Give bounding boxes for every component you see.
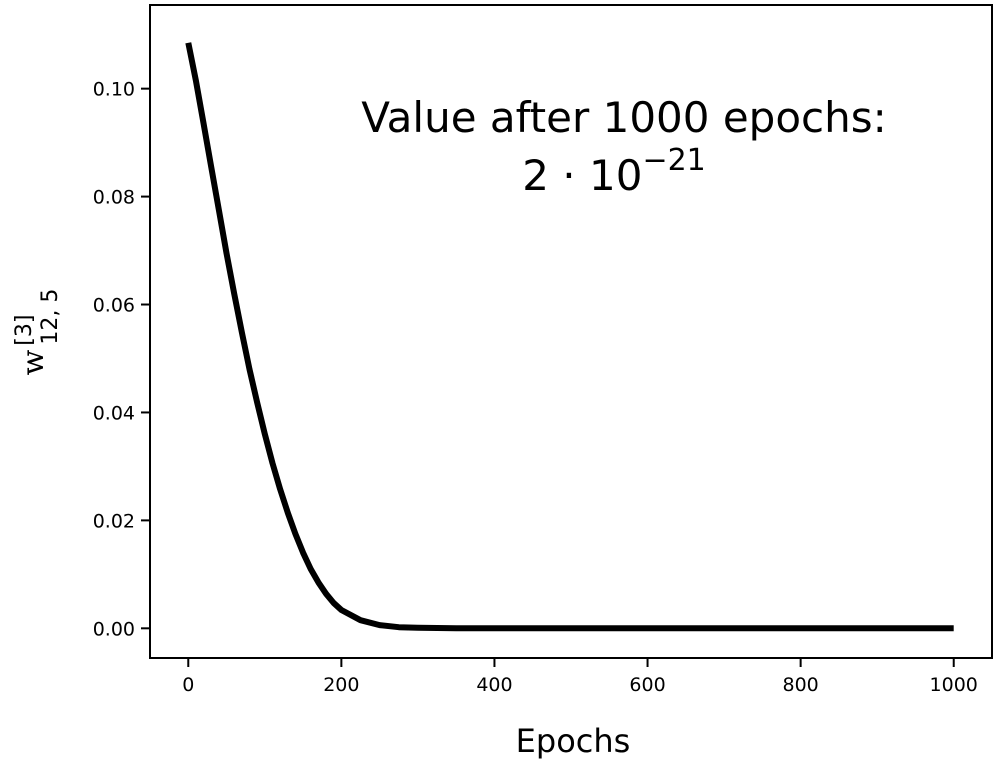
annotation-exponent: −21 bbox=[642, 143, 705, 178]
y-axis-label-superscript: [3] bbox=[12, 315, 37, 346]
y-tick-label: 0.04 bbox=[93, 402, 135, 424]
annotation-line1: Value after 1000 epochs: bbox=[361, 93, 887, 142]
y-axis-label-base: w bbox=[16, 349, 51, 375]
y-tick-label: 0.00 bbox=[93, 618, 135, 640]
x-tick-label: 200 bbox=[323, 674, 359, 696]
svg-text:w [3] 12, 5: w [3] 12, 5 bbox=[12, 289, 63, 376]
annotation-coefficient: 2 · 10 bbox=[522, 151, 642, 200]
y-tick-label: 0.02 bbox=[93, 510, 135, 532]
x-tick-label: 800 bbox=[783, 674, 819, 696]
annotation-line2: 2 · 10−21 bbox=[522, 143, 706, 200]
y-axis-ticks: 0.00 0.02 0.04 0.06 0.08 0.10 bbox=[93, 79, 150, 640]
x-axis-ticks: 0 200 400 600 800 1000 bbox=[182, 658, 978, 696]
series-line bbox=[185, 42, 954, 632]
x-axis-label: Epochs bbox=[516, 722, 631, 760]
x-tick-label: 1000 bbox=[930, 674, 978, 696]
x-tick-label: 600 bbox=[629, 674, 665, 696]
y-tick-label: 0.06 bbox=[93, 295, 135, 317]
plot-frame bbox=[149, 4, 993, 659]
x-tick-label: 0 bbox=[182, 674, 194, 696]
y-tick-label: 0.08 bbox=[93, 187, 135, 209]
x-tick-label: 400 bbox=[476, 674, 512, 696]
y-tick-label: 0.10 bbox=[93, 79, 135, 101]
y-axis-label: w [3] 12, 5 bbox=[12, 289, 63, 376]
y-axis-label-subscript: 12, 5 bbox=[38, 289, 63, 345]
